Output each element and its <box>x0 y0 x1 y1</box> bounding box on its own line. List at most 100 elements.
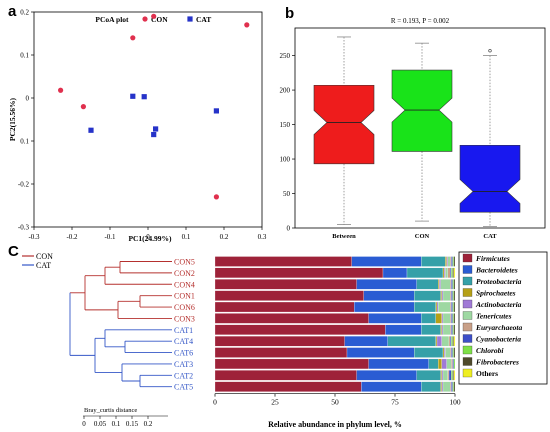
bar-segment-chlorobi <box>452 301 454 313</box>
bar-segment-tenericutes <box>445 347 451 358</box>
bar-segment-tenericutes <box>442 370 448 381</box>
x-tick-label: 25 <box>271 398 279 407</box>
bar-segment-fibrobacteres <box>453 256 456 267</box>
x-tick-label: 0.2 <box>220 233 229 241</box>
x-tick-label: -0.2 <box>66 233 78 241</box>
point-con <box>130 35 136 41</box>
box-between <box>313 84 375 165</box>
bar-segment-spirochaetes <box>435 301 438 313</box>
bar-segment-spirochaetes <box>435 313 442 324</box>
panel-label-c: C <box>8 243 19 260</box>
bar-segment-tenericutes <box>441 336 450 347</box>
bar-segment-tenericutes <box>447 256 451 267</box>
legend-label-euryarchaeota: Euryarchaeota <box>475 323 523 332</box>
bar-segment-firmicutes <box>214 336 345 347</box>
bar-segment-chlorobi <box>452 256 454 267</box>
bar-segment-fibrobacteres <box>453 324 456 335</box>
bar-segment-bacteroidetes <box>354 301 415 313</box>
bar-segment-euryarchaeota <box>451 358 453 370</box>
bar-segment-bacteroidetes <box>356 370 417 381</box>
bar-segment-fibrobacteres <box>453 381 456 392</box>
legend-label-others: Others <box>476 369 498 378</box>
bar-segment-euryarchaeota <box>450 381 452 392</box>
legend-label-bacteroidetes: Bacteroidetes <box>475 266 518 275</box>
bar-segment-proteobacteria <box>428 358 439 370</box>
y-tick-label: 0.1 <box>20 52 29 60</box>
y-tick-label: 0 <box>287 225 291 233</box>
group-legend-label-con: CON <box>36 252 53 261</box>
point-con <box>80 104 86 110</box>
legend-label-spirochaetes: Spirochaetes <box>476 289 516 298</box>
bar-segment-spirochaetes <box>442 347 445 358</box>
bar-segment-bacteroidetes <box>344 336 388 347</box>
x-tick-label: 0 <box>213 398 217 407</box>
bar-segment-cyanobacteria <box>451 279 453 290</box>
bar-segment-cyanobacteria <box>450 267 452 279</box>
bar-segment-euryarchaeota <box>450 301 452 313</box>
chart-title: PCoA plot <box>95 15 129 24</box>
bar-segment-firmicutes <box>214 324 386 335</box>
dendrogram-scale-tick-label: 0.2 <box>144 420 153 428</box>
bar-segment-fibrobacteres <box>452 370 454 381</box>
bar-segment-tenericutes <box>438 301 451 313</box>
bar-segment-cyanobacteria <box>451 290 453 301</box>
sample-label: CAT1 <box>174 326 193 335</box>
legend-swatch-fibrobacteres <box>462 357 473 366</box>
bar-segment-euryarchaeota <box>447 370 450 381</box>
bar-segment-actinobacteria <box>441 290 444 301</box>
bar-segment-chlorobi <box>452 279 454 290</box>
bar-segment-spirochaetes <box>440 370 442 381</box>
y-axis-label: PC2(15.56%) <box>8 97 17 141</box>
bar-segment-tenericutes <box>442 313 451 324</box>
bar-segment-firmicutes <box>214 370 357 381</box>
panel-label-a: a <box>8 3 17 20</box>
bar-segment-spirochaetes <box>440 324 442 335</box>
bar-segment-firmicutes <box>214 256 352 267</box>
bar-segment-chlorobi <box>452 290 454 301</box>
point-cat <box>88 127 94 133</box>
y-tick-label: 100 <box>280 156 291 164</box>
bar-segment-bacteroidetes <box>363 290 415 301</box>
bar-segment-proteobacteria <box>421 256 446 267</box>
bar-segment-actinobacteria <box>444 267 446 279</box>
bar-segment-actinobacteria <box>436 301 439 313</box>
legend-label-firmicutes: Firmicutes <box>476 254 510 263</box>
bar-segment-euryarchaeota <box>450 256 452 267</box>
x-tick-label: Between <box>332 233 356 240</box>
bar-segment-bacteroidetes <box>385 324 422 335</box>
bar-segment-bacteroidetes <box>351 256 422 267</box>
bar-segment-proteobacteria <box>414 347 444 358</box>
bar-segment-chlorobi <box>451 336 453 347</box>
bar-segment-firmicutes <box>214 347 348 358</box>
legend-swatch-firmicutes <box>462 253 473 263</box>
bar-segment-cyanobacteria <box>451 301 453 313</box>
bar-segment-proteobacteria <box>416 370 441 381</box>
bar-segment-cyanobacteria <box>451 347 453 358</box>
bar-segment-proteobacteria <box>421 313 436 324</box>
bar-segment-actinobacteria <box>446 256 448 267</box>
legend-label-tenericutes: Tenericutes <box>476 312 512 321</box>
point-con <box>244 22 250 28</box>
legend-label-cat: CAT <box>196 15 211 24</box>
x-axis-label: PC1(24.99%) <box>128 234 172 243</box>
y-tick-label: 0.1 <box>20 138 29 146</box>
bar-segment-chlorobi <box>452 324 454 335</box>
x-tick-label: 0.3 <box>258 233 267 241</box>
legend-label-chlorobi: Chlorobi <box>476 346 504 355</box>
legend-swatch-proteobacteria <box>462 276 473 286</box>
legend-swatch-others <box>462 368 473 378</box>
legend-swatch-spirochaetes <box>462 288 473 297</box>
bar-segment-proteobacteria <box>406 267 444 279</box>
dendrogram-scale-tick-label: 0.05 <box>94 420 107 428</box>
bar-segment-cyanobacteria <box>451 381 453 392</box>
bar-segment-spirochaetes <box>435 336 438 347</box>
bar-segment-bacteroidetes <box>356 279 417 290</box>
plot-frame <box>33 11 263 228</box>
y-tick-label: 200 <box>280 87 291 95</box>
bar-segment-spirochaetes <box>445 256 447 267</box>
bar-segment-spirochaetes <box>440 290 442 301</box>
bar-segment-cyanobacteria <box>451 256 453 267</box>
bar-segment-actinobacteria <box>444 347 446 358</box>
x-tick-label: -0.1 <box>104 233 116 241</box>
